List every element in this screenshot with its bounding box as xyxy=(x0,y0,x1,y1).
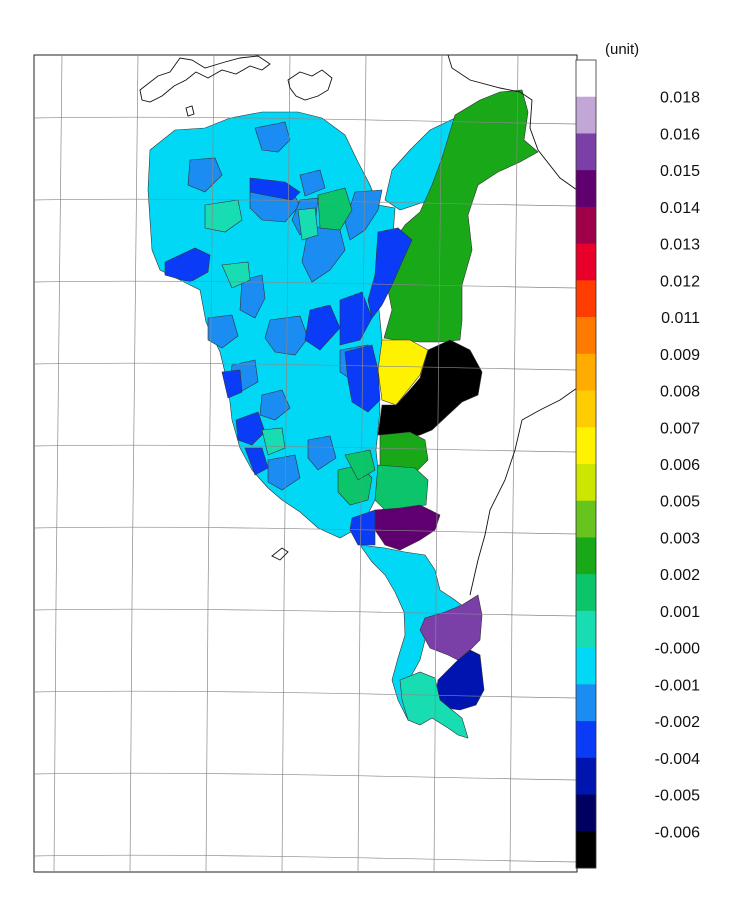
district-region xyxy=(239,274,266,319)
neighbor-coast-east xyxy=(469,387,578,596)
colorbar-swatch xyxy=(576,610,596,649)
graticule-parallel xyxy=(33,198,578,207)
colorbar-tick-label: 0.018 xyxy=(660,90,700,107)
district-region xyxy=(307,435,337,471)
colorbar-tick-label: 0.013 xyxy=(660,237,700,254)
coastlines xyxy=(139,54,578,596)
colorbar-tick-label: 0.001 xyxy=(660,604,700,621)
colorbar-tick-label: 0.014 xyxy=(660,200,700,217)
islet xyxy=(271,547,289,561)
district-region xyxy=(374,504,441,551)
graticule-parallel xyxy=(33,280,578,289)
colorbar-swatch xyxy=(576,721,596,759)
district-region xyxy=(235,411,266,446)
colorbar-swatch xyxy=(576,794,596,832)
district-region xyxy=(221,369,243,399)
colorbar-tick-label: 0.005 xyxy=(660,494,700,511)
colorbar-tick-label: -0.001 xyxy=(655,677,700,694)
colorbar-tick-label: 0.016 xyxy=(660,126,700,143)
colorbar-tick-label: 0.007 xyxy=(660,420,700,437)
colorbar-swatch xyxy=(576,500,596,538)
district-region xyxy=(434,649,485,711)
district-region xyxy=(297,207,319,241)
district-region xyxy=(339,291,373,346)
colorbar-tick-label: 0.012 xyxy=(660,273,700,290)
colorbar-tick-label: 0.011 xyxy=(661,310,700,327)
graticule-parallel xyxy=(33,772,578,781)
district-region xyxy=(259,389,291,421)
district-region xyxy=(399,671,469,739)
colorbar-swatch xyxy=(576,574,596,612)
district-region xyxy=(261,427,286,456)
district-region xyxy=(187,157,223,193)
colorbar-swatch xyxy=(576,464,596,502)
colorbar-unit-label: (unit) xyxy=(605,41,639,58)
colorbar-swatch xyxy=(576,647,596,685)
colorbar-tick-label: 0.003 xyxy=(660,530,700,547)
colorbar-swatch xyxy=(576,133,596,171)
colorbar xyxy=(575,59,597,869)
district-region xyxy=(207,314,239,349)
graticule-parallel xyxy=(33,526,578,535)
graticule-parallel xyxy=(33,608,578,617)
district-region xyxy=(204,199,243,233)
district-region xyxy=(267,454,301,491)
colorbar-tick-labels: 0.018 0.016 0.015 0.014 0.013 0.012 0.011 0.009… xyxy=(655,90,700,842)
colorbar-tick-label: -0.006 xyxy=(655,824,700,841)
colorbar-swatch xyxy=(576,353,596,391)
colorbar-swatch xyxy=(576,684,596,722)
colorbar-tick-label: 0.009 xyxy=(660,347,700,364)
district-region xyxy=(317,187,353,231)
district-region xyxy=(367,227,413,319)
colorbar-swatch xyxy=(576,427,596,465)
colorbar-tick-label: -0.002 xyxy=(655,714,700,731)
colorbar-swatch xyxy=(576,280,596,318)
colorbar-tick-label: -0.000 xyxy=(655,641,700,658)
neighbor-coast-northwest xyxy=(139,55,271,103)
colorbar-tick-label: 0.015 xyxy=(660,163,700,180)
graticule-parallel xyxy=(33,854,578,863)
graticule-parallel xyxy=(33,444,578,453)
district-regions xyxy=(147,89,539,739)
district-region xyxy=(264,315,309,356)
colorbar-swatch xyxy=(576,757,596,795)
graticule-parallel xyxy=(33,116,578,125)
district-region xyxy=(299,169,326,197)
district-region xyxy=(254,121,291,153)
neighbor-coast-island xyxy=(185,105,195,117)
colorbar-border xyxy=(575,59,597,869)
graticule-parallel xyxy=(33,690,578,699)
colorbar-swatch xyxy=(576,243,596,281)
colorbar-swatch xyxy=(576,170,596,208)
colorbar-swatch xyxy=(576,390,596,428)
district-region xyxy=(377,339,429,406)
district-region xyxy=(164,247,211,283)
colorbar-tick-label: -0.005 xyxy=(655,788,700,805)
district-region xyxy=(304,304,341,351)
district-region xyxy=(379,431,429,471)
colorbar-swatch xyxy=(576,831,596,869)
district-region xyxy=(377,339,483,439)
district-region xyxy=(349,509,376,546)
neighbor-coast-north xyxy=(287,69,333,101)
colorbar-swatch xyxy=(576,60,596,98)
colorbar-swatch xyxy=(576,317,596,355)
colorbar-swatch xyxy=(576,96,596,134)
district-region xyxy=(244,447,269,476)
district-region xyxy=(221,261,251,289)
colorbar-swatch xyxy=(576,206,596,245)
colorbar-tick-label: 0.008 xyxy=(660,384,700,401)
colorbar-tick-label: 0.002 xyxy=(660,567,700,584)
colorbar-tick-label: -0.004 xyxy=(655,751,700,768)
district-region xyxy=(249,177,301,201)
colorbar-swatch xyxy=(576,537,596,575)
colorbar-tick-label: 0.006 xyxy=(660,457,700,474)
neighbor-coast-northeast xyxy=(447,54,578,191)
graticule-parallel xyxy=(33,362,578,371)
